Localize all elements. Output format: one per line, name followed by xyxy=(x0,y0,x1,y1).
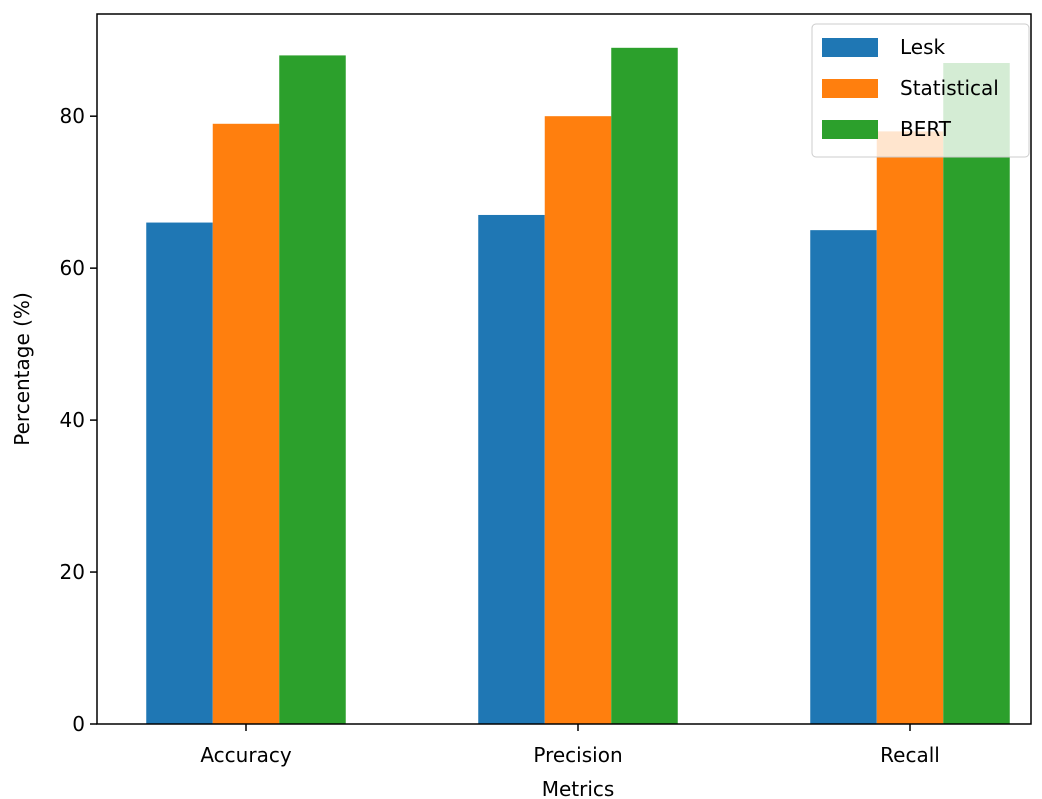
x-axis-ticks: Accuracy Precision Recall xyxy=(200,724,940,767)
bars-layer xyxy=(146,47,1010,725)
y-tick-label: 60 xyxy=(60,256,85,280)
bar-statistical-accuracy xyxy=(212,123,280,724)
bar-lesk-precision xyxy=(478,214,545,724)
bar-statistical-precision xyxy=(544,116,612,724)
y-axis-ticks: 0 20 40 60 80 xyxy=(60,104,97,736)
y-tick-label: 80 xyxy=(60,104,85,128)
bar-statistical-recall xyxy=(876,131,944,725)
y-tick-label: 20 xyxy=(60,560,85,584)
legend-label-statistical: Statistical xyxy=(900,76,999,100)
bar-lesk-accuracy xyxy=(146,222,213,725)
axes-frame xyxy=(96,13,1032,725)
bar-bert-recall xyxy=(943,63,1010,724)
legend-swatch-bert xyxy=(822,120,878,139)
legend-label-lesk: Lesk xyxy=(900,35,946,59)
x-tick-label: Accuracy xyxy=(200,743,291,767)
bar-bert-precision xyxy=(611,47,678,725)
legend: Lesk Statistical BERT xyxy=(811,23,1030,158)
x-tick-label: Recall xyxy=(880,743,940,767)
legend-swatch-statistical xyxy=(822,79,878,98)
x-axis-title: Metrics xyxy=(542,777,615,799)
legend-label-bert: BERT xyxy=(900,117,952,141)
x-tick-label: Precision xyxy=(533,743,622,767)
bar-lesk-recall xyxy=(810,230,877,725)
y-tick-label: 0 xyxy=(72,712,85,736)
legend-swatch-lesk xyxy=(822,38,878,57)
bar-bert-accuracy xyxy=(279,55,346,725)
legend-entries: Lesk Statistical BERT xyxy=(822,35,999,141)
y-tick-label: 40 xyxy=(60,408,85,432)
y-axis-title: Percentage (%) xyxy=(10,292,34,445)
